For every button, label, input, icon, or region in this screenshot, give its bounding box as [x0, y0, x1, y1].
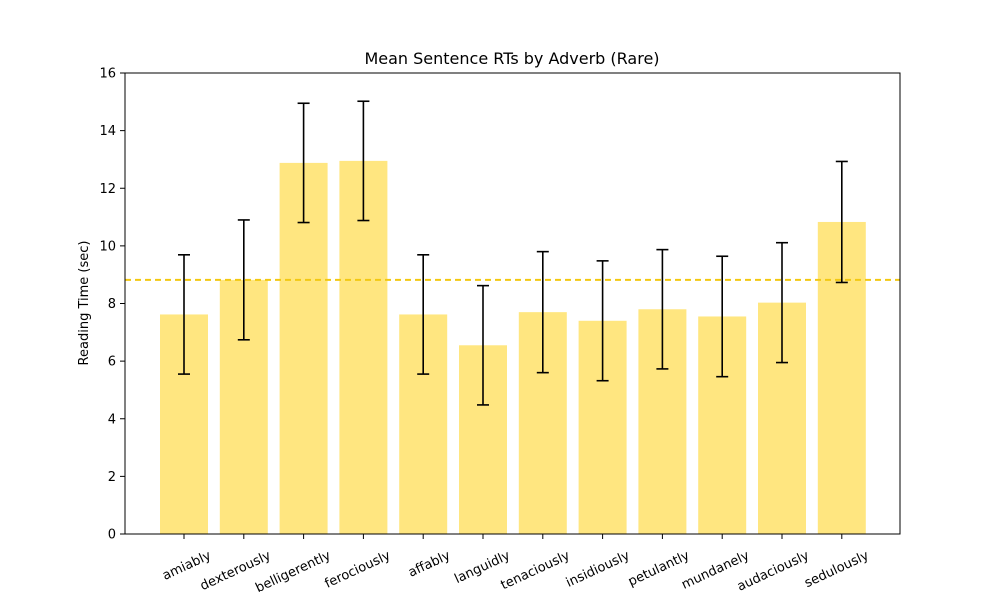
error-bar-dexterously: [237, 219, 250, 341]
bar-belligerently: [279, 162, 328, 534]
error-bar-ferociously: [357, 100, 370, 222]
bar-ferociously: [339, 160, 388, 535]
x-tick-label-insidiously: insidiously: [564, 548, 633, 591]
error-bar-affably: [417, 254, 430, 375]
x-tick-label-affably: affably: [406, 548, 453, 581]
error-bar-insidiously: [596, 260, 609, 382]
y-tick-label: 2: [108, 470, 116, 485]
error-bar-languidly: [477, 284, 489, 406]
error-bar-sedulously: [835, 160, 848, 284]
y-tick-label: 16: [99, 67, 116, 82]
error-bar-mundanely: [716, 255, 729, 378]
x-tick-label-tenaciously: tenaciously: [499, 548, 573, 593]
y-tick-label: 10: [99, 239, 116, 254]
error-bar-amiably: [178, 254, 190, 375]
x-tick-label-ferociously: ferociously: [323, 548, 394, 592]
error-bar-tenaciously: [536, 250, 549, 374]
error-bar-petulantly: [656, 248, 669, 370]
y-axis-label: Reading Time (sec): [77, 241, 92, 366]
error-bar-audaciously: [776, 241, 788, 364]
y-tick-label: 6: [108, 355, 116, 370]
error-bar-belligerently: [297, 102, 310, 224]
y-tick-label: 8: [108, 297, 116, 312]
y-tick-label: 12: [99, 182, 116, 197]
chart-title: Mean Sentence RTs by Adverb (Rare): [364, 49, 659, 68]
y-tick-label: 0: [108, 528, 116, 543]
plot-area: 0246810121416amiablydexterouslybelligere…: [99, 67, 901, 596]
x-tick-label-sedulously: sedulously: [802, 548, 871, 591]
y-tick-label: 4: [108, 412, 116, 427]
y-tick-label: 14: [99, 124, 116, 139]
